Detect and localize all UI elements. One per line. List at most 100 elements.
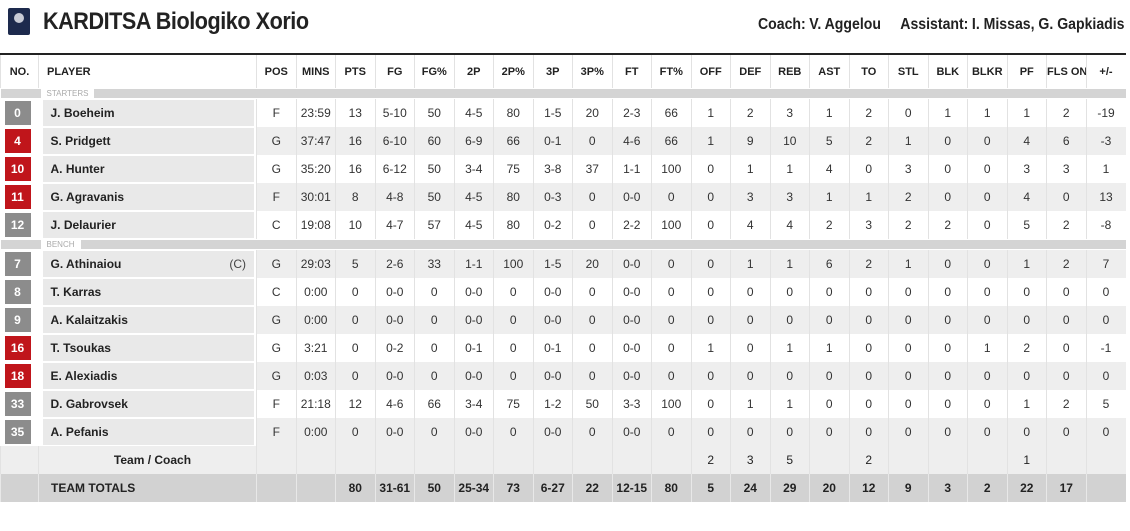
stat-2p: 1-1	[453, 250, 494, 278]
stat-3p: 0-3	[532, 183, 573, 211]
stat-stl: 2	[888, 211, 928, 239]
player-name-link[interactable]: S. Pridgett	[50, 134, 111, 148]
column-header[interactable]: 2P	[453, 54, 494, 88]
player-row[interactable]: 33 D. Gabrovsek F 21:18 12 4-6 66 3-4 75 1-2 50 3-3…	[1, 390, 1126, 418]
stat-ft: 1-1	[611, 155, 652, 183]
stat-reb: 1	[769, 155, 810, 183]
stat-off: 0	[690, 250, 731, 278]
stat-ft-: 80	[651, 474, 691, 502]
stat-blkr: 0	[967, 390, 1007, 418]
column-header[interactable]: 2P%	[493, 54, 533, 88]
stat-pts: 16	[335, 127, 375, 155]
stat-blk: 1	[927, 99, 968, 127]
stat-pos: F	[256, 418, 296, 446]
column-header[interactable]: FG%	[414, 54, 454, 88]
player-name-link[interactable]: A. Pefanis	[50, 425, 109, 439]
stat-ft-: 66	[651, 127, 691, 155]
stat-pf: 22	[1006, 474, 1047, 502]
stat-3p-: 37	[572, 155, 612, 183]
player-row[interactable]: 10 A. Hunter G 35:20 16 6-12 50 3-4 75 3-8 37 1-1 10…	[1, 155, 1126, 183]
player-row[interactable]: 9 A. Kalaitzakis G 0:00 0 0-0 0 0-0 0 0-0 0 0-0 0 0 0 0…	[1, 306, 1126, 334]
column-header[interactable]: OFF	[690, 54, 731, 88]
stat-off: 0	[690, 183, 731, 211]
stat-fls-on: 0	[1046, 306, 1086, 334]
player-row[interactable]: 12 J. Delaurier C 19:08 10 4-7 57 4-5 80 0-2 0 2-2 1…	[1, 211, 1126, 239]
stat-stl: 0	[888, 306, 928, 334]
stat-fg-: 0	[414, 278, 454, 306]
stat-pf: 1	[1006, 99, 1047, 127]
column-header[interactable]: AST	[809, 54, 849, 88]
stat-mins	[295, 474, 336, 502]
team-coach-label: Team / Coach	[113, 453, 192, 467]
player-name-link[interactable]: T. Tsoukas	[50, 341, 111, 355]
stat-fg-: 0	[414, 334, 454, 362]
player-name-link[interactable]: T. Karras	[50, 285, 102, 299]
column-header[interactable]: +/-	[1085, 54, 1126, 88]
stat-mins	[295, 446, 336, 474]
column-header[interactable]: BLKR	[967, 54, 1007, 88]
column-header[interactable]: PF	[1006, 54, 1047, 88]
jersey-number-badge: 18	[4, 364, 31, 388]
stat-2p-: 66	[493, 127, 533, 155]
stat-2p-: 100	[493, 250, 533, 278]
player-row[interactable]: 0 J. Boeheim F 23:59 13 5-10 50 4-5 80 1-5 20 2-3 66…	[1, 99, 1126, 127]
stat-off: 1	[690, 127, 731, 155]
column-header[interactable]: TO	[848, 54, 889, 88]
column-header[interactable]: FT	[611, 54, 652, 88]
player-row[interactable]: 35 A. Pefanis F 0:00 0 0-0 0 0-0 0 0-0 0 0-0 0 0 0 0 0 0 0…	[1, 418, 1126, 446]
stat-reb: 0	[769, 306, 810, 334]
stat-pos: G	[256, 250, 296, 278]
player-row[interactable]: 11 G. Agravanis F 30:01 8 4-8 50 4-5 80 0-3 0 0-0 0 0…	[1, 183, 1126, 211]
column-header[interactable]: DEF	[730, 54, 770, 88]
column-header[interactable]: REB	[769, 54, 810, 88]
stat-fls-on: 0	[1046, 418, 1086, 446]
column-header[interactable]: PTS	[335, 54, 375, 88]
stat-pos: F	[256, 99, 296, 127]
stat-ast: 1	[809, 334, 849, 362]
stat-ast: 0	[809, 390, 849, 418]
stat-pos: G	[256, 334, 296, 362]
column-header[interactable]: STL	[888, 54, 928, 88]
stat-2p: 25-34	[453, 474, 494, 502]
player-name-link[interactable]: E. Alexiadis	[50, 369, 118, 383]
column-header[interactable]: 3P%	[572, 54, 612, 88]
stat-to: 1	[848, 183, 889, 211]
player-name-link[interactable]: J. Boeheim	[50, 106, 115, 120]
stat-2p: 3-4	[453, 390, 494, 418]
stat-pts: 80	[335, 474, 375, 502]
stat--: 13	[1085, 183, 1126, 211]
player-name-link[interactable]: A. Hunter	[50, 162, 105, 176]
player-name-link[interactable]: G. Athinaiou	[50, 257, 122, 271]
stat--: 0	[1085, 306, 1126, 334]
stat-fg: 6-10	[374, 127, 415, 155]
player-row[interactable]: 18 E. Alexiadis G 0:03 0 0-0 0 0-0 0 0-0 0 0-0 0 0 0 0 0…	[1, 362, 1126, 390]
stat-fg: 4-7	[374, 211, 415, 239]
stat-reb: 1	[769, 334, 810, 362]
player-name-link[interactable]: D. Gabrovsek	[50, 397, 128, 411]
stat-ft: 3-3	[611, 390, 652, 418]
column-header[interactable]: MINS	[295, 54, 336, 88]
stat-3p: 0-1	[532, 334, 573, 362]
column-header[interactable]: NO.	[0, 54, 39, 88]
player-row[interactable]: 4 S. Pridgett G 37:47 16 6-10 60 6-9 66 0-1 0 4-6 66…	[1, 127, 1126, 155]
player-name-link[interactable]: J. Delaurier	[50, 218, 116, 232]
player-row[interactable]: 7 G. Athinaiou (C) G 29:03 5 2-6 33 1-1 100 1-5 20 0…	[1, 250, 1126, 278]
column-header[interactable]: BLK	[927, 54, 968, 88]
stat-to: 0	[848, 155, 889, 183]
column-header[interactable]: 3P	[532, 54, 573, 88]
stat-pf: 1	[1006, 390, 1047, 418]
column-header[interactable]: PLAYER	[38, 54, 257, 88]
stat-pf: 5	[1006, 211, 1047, 239]
player-name-link[interactable]: A. Kalaitzakis	[50, 313, 128, 327]
stat-pos: G	[256, 155, 296, 183]
player-row[interactable]: 8 T. Karras C 0:00 0 0-0 0 0-0 0 0-0 0 0-0 0 0 0 0 0 0 0 0 0…	[1, 278, 1126, 306]
stat-pts: 10	[335, 211, 375, 239]
column-header[interactable]: FG	[374, 54, 415, 88]
column-header[interactable]: FLS ON	[1046, 54, 1086, 88]
player-name-link[interactable]: G. Agravanis	[50, 190, 125, 204]
coach-name: V. Aggelou	[808, 16, 881, 33]
player-row[interactable]: 16 T. Tsoukas G 3:21 0 0-2 0 0-1 0 0-1 0 0-0 0 1 0 1 1 0 0…	[1, 334, 1126, 362]
column-header[interactable]: POS	[256, 54, 296, 88]
column-header[interactable]: FT%	[651, 54, 691, 88]
stat-ast: 0	[809, 278, 849, 306]
